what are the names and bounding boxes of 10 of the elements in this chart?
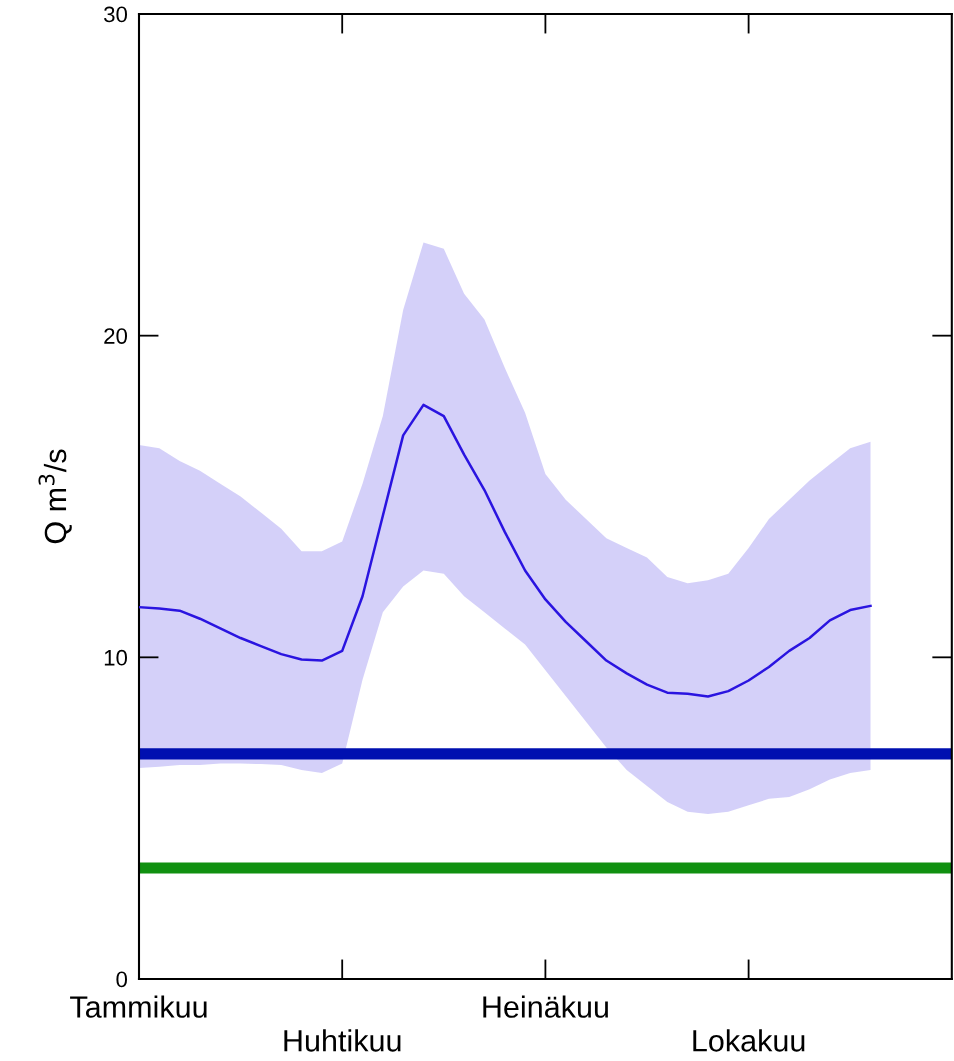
y-axis-title: Q m$^{3}$/s — [38, 449, 72, 544]
x-tick-label: Tammikuu — [70, 995, 207, 1018]
y-tick-label: 0 — [116, 971, 128, 988]
line-series — [139, 403, 872, 698]
y-tick-label: 20 — [104, 328, 128, 344]
y-tick-label: 30 — [104, 6, 128, 23]
x-tick-label: Huhtikuu — [284, 1029, 401, 1052]
x-tick-label: Lokakuu — [693, 1029, 805, 1052]
y-tick-label: 10 — [104, 649, 128, 666]
x-tick-label: Heinäkuu — [483, 995, 608, 1018]
